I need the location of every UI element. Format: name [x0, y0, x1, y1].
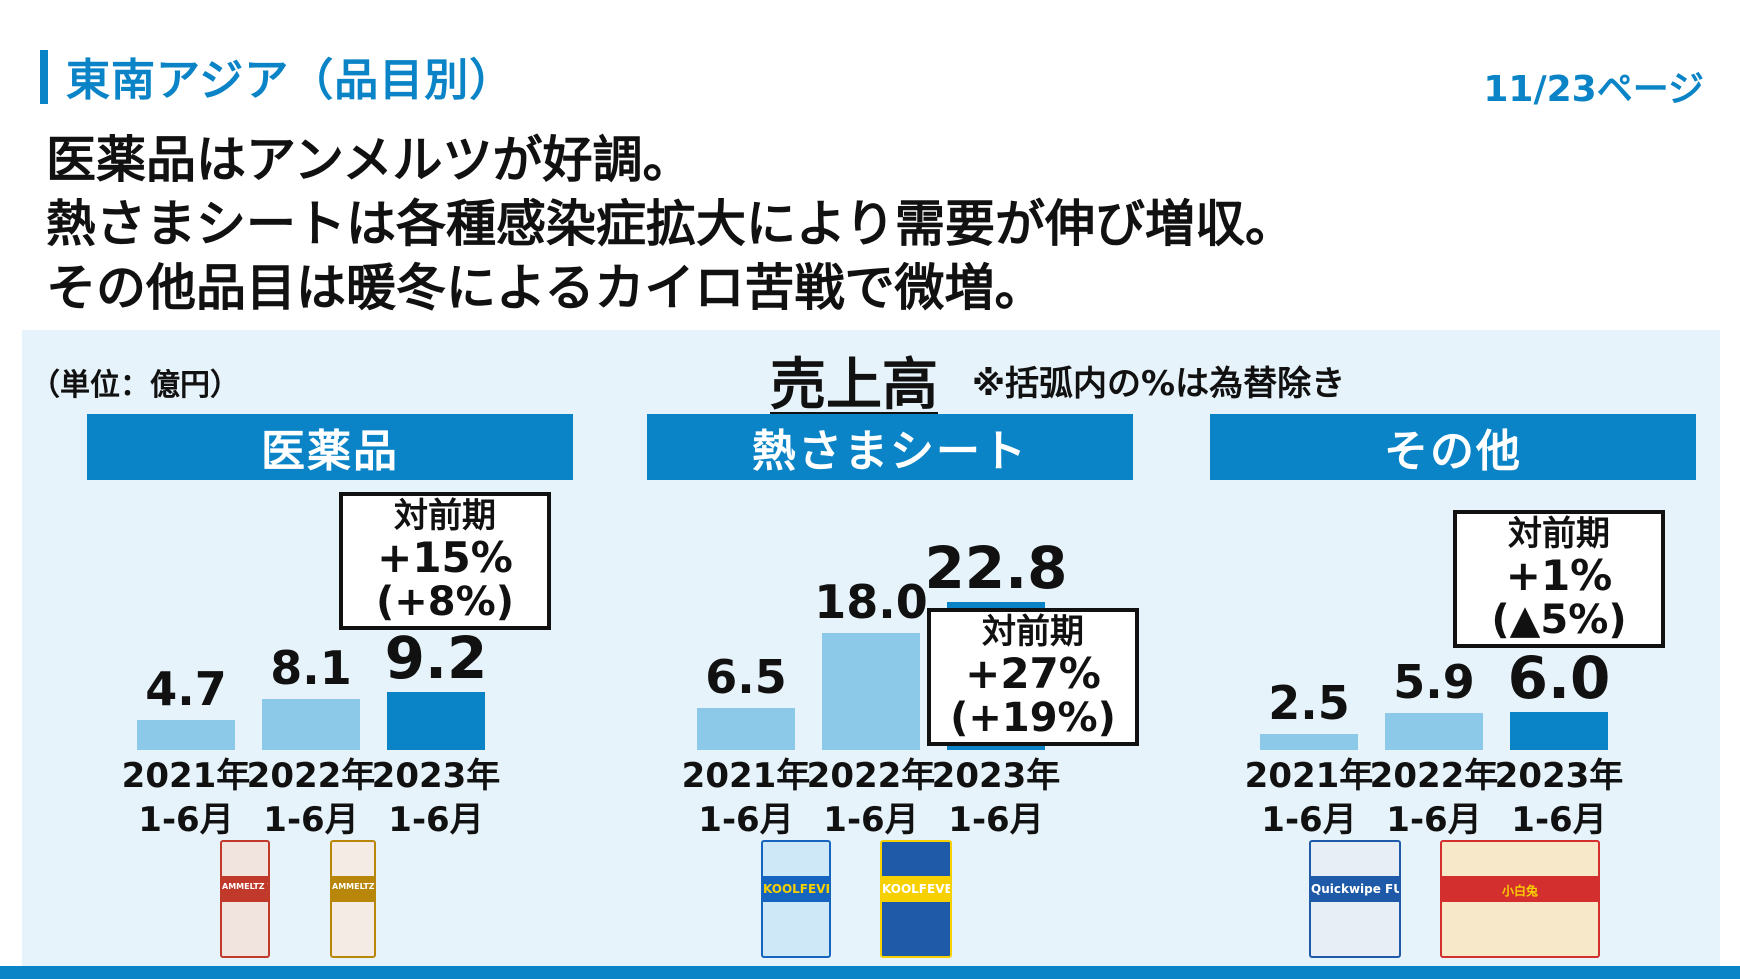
bar [137, 720, 235, 750]
x-tick-line: 2021年 [1244, 756, 1374, 796]
product-package-image: Quickwipe FUKiFUKi [1309, 840, 1401, 958]
x-tick-label: 2021年 1-6月 [1239, 754, 1379, 842]
yoy-callout: 対前期 +15% (+8%) [339, 492, 551, 630]
x-tick-line: 1-6月 [1261, 800, 1357, 840]
chart-note: ※括弧内の%は為替除き [972, 364, 1346, 404]
x-tick-label: 2023年 1-6月 [926, 754, 1066, 842]
product-band [222, 876, 268, 902]
x-tick-label: 2022年 1-6月 [801, 754, 941, 842]
yoy-fx-excluded: (▲5%) [1491, 597, 1627, 643]
headline-line-3: その他品目は暖冬によるカイロ苦戦で微増。 [46, 259, 1045, 317]
x-tick-line: 2022年 [806, 756, 936, 796]
x-tick-label: 2023年 1-6月 [366, 754, 506, 842]
bar-value-label: 8.1 [270, 640, 352, 695]
x-tick-label: 2023年 1-6月 [1489, 754, 1629, 842]
bar [697, 707, 795, 750]
x-tick-line: 1-6月 [138, 800, 234, 840]
bottom-rule [0, 966, 1740, 979]
x-tick-line: 1-6月 [698, 800, 794, 840]
yoy-change: +1% [1505, 551, 1613, 600]
product-package-image: KOOLFEVER [761, 840, 831, 958]
x-tick-label: 2021年 1-6月 [676, 754, 816, 842]
x-tick-line: 1-6月 [388, 800, 484, 840]
product-band [332, 876, 374, 902]
yoy-heading: 対前期 [394, 496, 496, 536]
bar-value-label: 4.7 [145, 662, 227, 717]
headline-line-2: 熱さまシートは各種感染症拡大により需要が伸び増収。 [46, 195, 1295, 253]
x-tick-label: 2022年 1-6月 [241, 754, 381, 842]
x-tick-line: 2022年 [1369, 756, 1499, 796]
product-band [763, 876, 829, 902]
category-header: その他 [1210, 414, 1696, 480]
x-tick-label: 2021年 1-6月 [116, 754, 256, 842]
x-tick-line: 2021年 [681, 756, 811, 796]
product-name: KOOLFEVER [882, 882, 952, 896]
bar [387, 692, 485, 750]
x-tick-line: 1-6月 [823, 800, 919, 840]
bar-value-label: 6.0 [1507, 644, 1611, 712]
product-name: KOOLFEVER [763, 882, 829, 896]
x-tick-line: 2023年 [371, 756, 501, 796]
chart-title: 売上高 [770, 353, 938, 418]
bar-value-label: 5.9 [1393, 654, 1475, 709]
title-accent-bar [40, 50, 48, 104]
x-tick-line: 2022年 [246, 756, 376, 796]
yoy-heading: 対前期 [1508, 514, 1610, 554]
headline-line-1: 医薬品はアンメルツが好調。 [46, 131, 693, 189]
yoy-fx-excluded: (+8%) [376, 579, 514, 625]
product-package-image: AMMELTZ YOKO YOKO GOLD [330, 840, 376, 958]
bar-value-label: 2.5 [1268, 676, 1350, 731]
bar [822, 633, 920, 750]
bar [1385, 712, 1483, 750]
product-package-image: 小白兔 [1440, 840, 1600, 958]
x-tick-line: 1-6月 [1511, 800, 1607, 840]
unit-label: （単位：億円） [30, 368, 240, 403]
category-header: 医薬品 [87, 414, 573, 480]
bar-value-label: 18.0 [814, 575, 928, 630]
product-band [1311, 876, 1399, 902]
product-name: AMMELTZ YOKO YOKO GOLD [332, 882, 375, 891]
product-band [882, 876, 950, 902]
bar-value-label: 22.8 [924, 534, 1068, 602]
yoy-heading: 対前期 [982, 612, 1084, 652]
bar [262, 698, 360, 750]
page-title: 東南アジア（品目別） [66, 55, 515, 106]
x-tick-line: 1-6月 [263, 800, 359, 840]
bar-value-label: 6.5 [705, 649, 787, 704]
x-tick-line: 2023年 [931, 756, 1061, 796]
x-tick-line: 1-6月 [948, 800, 1044, 840]
product-name: Quickwipe FUKiFUKi [1311, 882, 1399, 896]
bar [1510, 712, 1608, 750]
bar-value-label: 9.2 [384, 624, 488, 692]
yoy-fx-excluded: (+19%) [950, 695, 1116, 741]
x-tick-label: 2022年 1-6月 [1364, 754, 1504, 842]
headline: 医薬品はアンメルツが好調。 熱さまシートは各種感染症拡大により需要が伸び増収。 … [46, 128, 1295, 320]
product-package-image: AMMELTZ YOKO YOKO [220, 840, 270, 958]
yoy-change: +15% [377, 533, 513, 582]
bar [1260, 734, 1358, 750]
x-tick-line: 2023年 [1494, 756, 1624, 796]
yoy-change: +27% [965, 649, 1101, 698]
x-tick-line: 1-6月 [1386, 800, 1482, 840]
page-number: 11/23ページ [1483, 69, 1704, 110]
product-name: 小白兔 [1501, 884, 1538, 898]
product-package-image: KOOLFEVER [880, 840, 952, 958]
product-band [1442, 876, 1598, 902]
category-header: 熱さまシート [647, 414, 1133, 480]
yoy-callout: 対前期 +1% (▲5%) [1453, 510, 1665, 648]
product-name: AMMELTZ YOKO YOKO [222, 882, 268, 891]
x-tick-line: 2021年 [121, 756, 251, 796]
yoy-callout: 対前期 +27% (+19%) [927, 608, 1139, 746]
